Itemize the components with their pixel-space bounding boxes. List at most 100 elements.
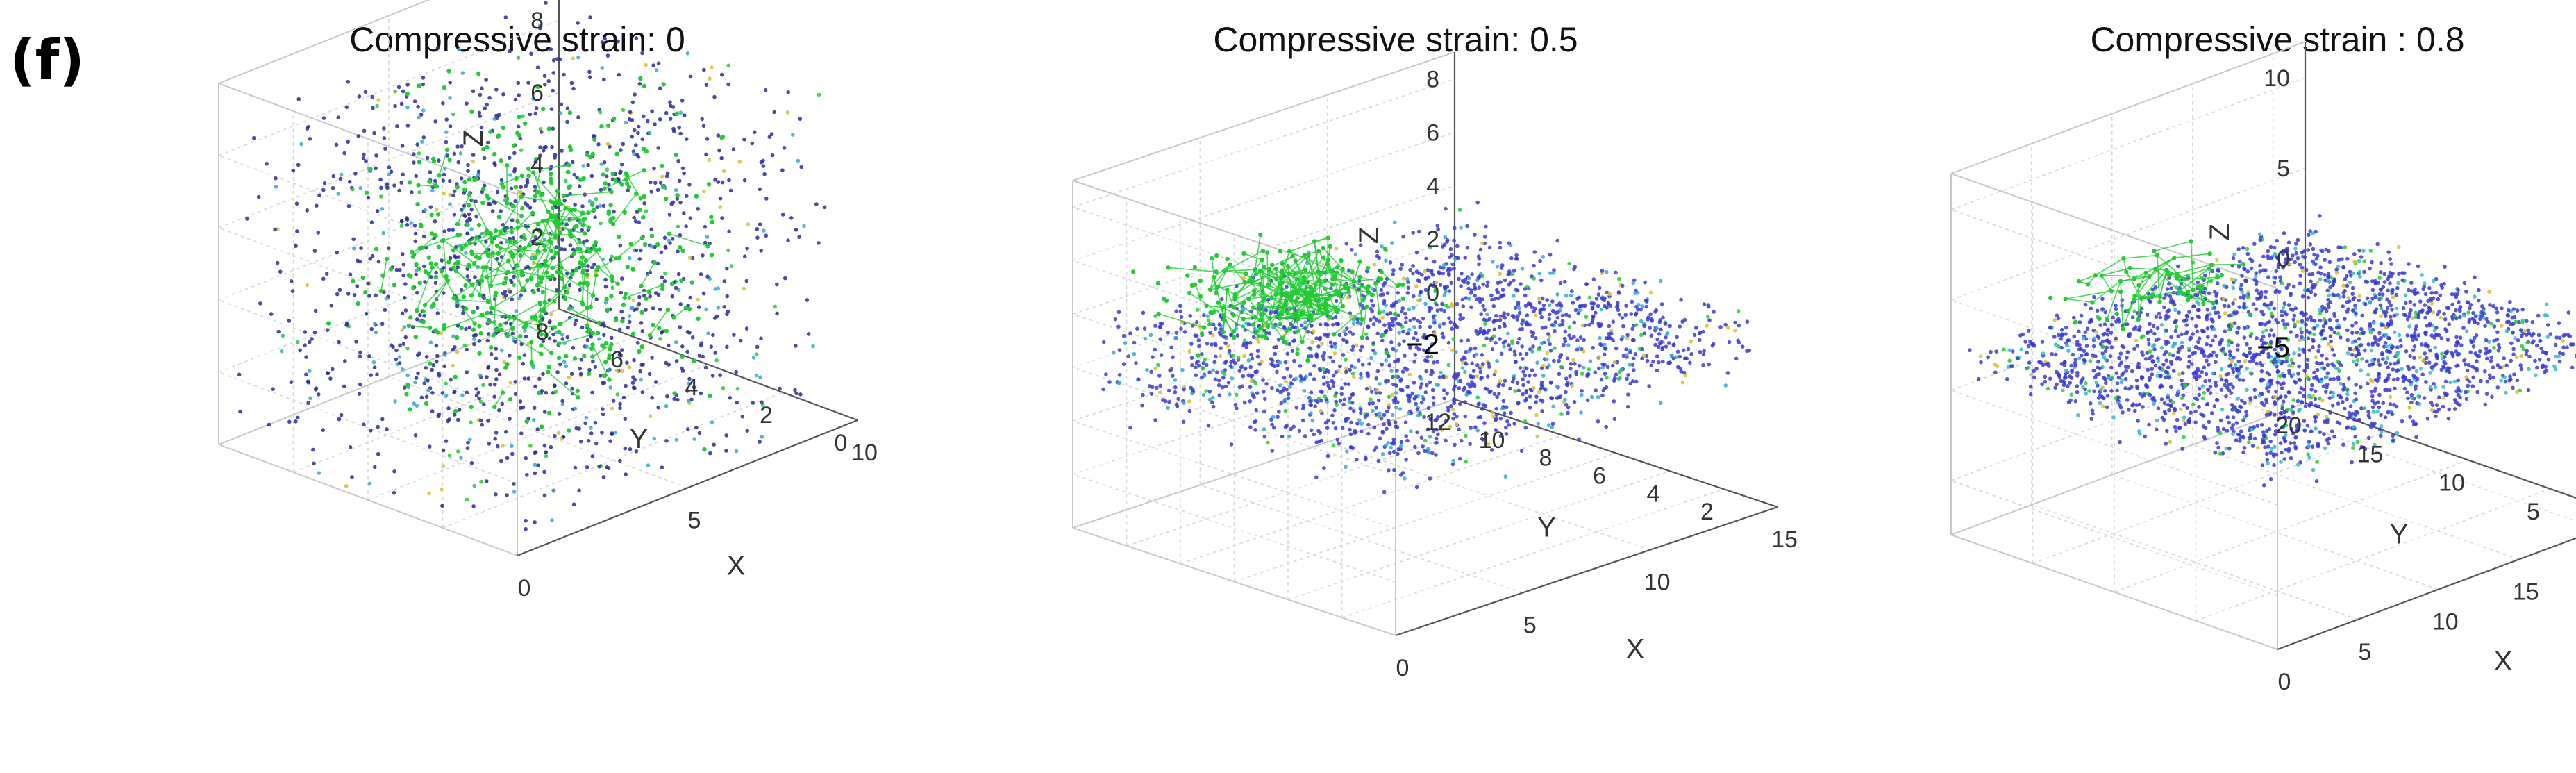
data-point (416, 371, 420, 376)
data-point (2336, 331, 2341, 336)
z-tick-label: 6 (1426, 119, 1439, 146)
network-node (548, 172, 553, 176)
network-edge (1296, 306, 1335, 333)
data-point (358, 185, 362, 190)
data-point (623, 417, 628, 421)
data-point (412, 160, 416, 165)
network-node (1231, 329, 1237, 334)
data-point (1338, 364, 1342, 369)
data-point (1647, 384, 1651, 388)
network-node (498, 322, 503, 328)
data-point (630, 381, 635, 385)
network-node (499, 327, 504, 332)
data-point (1512, 294, 1516, 298)
network-node (455, 335, 460, 340)
data-point (321, 116, 326, 120)
data-point (1282, 376, 1287, 380)
network-node (1295, 296, 1300, 301)
data-point (1226, 381, 1231, 385)
data-point (1350, 332, 1355, 336)
network-node (453, 374, 458, 379)
data-point (1319, 399, 1323, 403)
data-point (453, 413, 457, 417)
network-node (674, 152, 678, 158)
data-point (2377, 392, 2382, 397)
data-point (1553, 329, 1557, 333)
data-point (317, 193, 321, 198)
network-node (380, 273, 385, 278)
data-point (381, 231, 386, 235)
data-point (710, 374, 715, 378)
data-point (644, 63, 648, 67)
network-edge (1322, 247, 1344, 270)
data-point (1450, 326, 1454, 331)
data-point (1202, 313, 1206, 317)
data-point (1494, 428, 1498, 432)
data-point (1423, 358, 1428, 363)
data-point (1308, 399, 1312, 404)
data-point (1392, 467, 1396, 472)
grid-line (2111, 474, 2439, 590)
data-point (421, 234, 426, 239)
data-point (440, 504, 444, 508)
data-point (437, 158, 441, 163)
data-point (1446, 363, 1451, 367)
data-point (1425, 383, 1429, 388)
data-point (1576, 311, 1581, 316)
data-point (1309, 390, 1314, 394)
data-point (367, 481, 372, 486)
data-point (1489, 293, 1494, 298)
data-point (1432, 259, 1437, 264)
network-edge (1323, 264, 1328, 281)
data-point (444, 130, 449, 135)
data-point (553, 433, 557, 438)
data-point (1369, 299, 1374, 303)
data-point (621, 142, 626, 147)
data-point (1328, 355, 1332, 360)
data-point (2314, 229, 2318, 234)
data-point (1621, 283, 1625, 288)
network-node (461, 294, 466, 299)
network-node (505, 201, 510, 206)
data-point (1660, 347, 1664, 351)
data-point (1252, 379, 1256, 383)
data-point (1107, 380, 1112, 384)
data-point (745, 429, 749, 433)
network-edge (537, 208, 567, 225)
data-point (1380, 315, 1385, 320)
data-point (271, 387, 275, 391)
grid-line (1072, 260, 1396, 369)
data-point (1463, 400, 1467, 404)
data-point (445, 153, 450, 158)
data-point (441, 101, 445, 106)
data-point (618, 171, 622, 175)
network-node (467, 177, 471, 182)
data-point (1289, 374, 1293, 379)
data-point (435, 354, 440, 358)
data-point (2125, 398, 2130, 402)
data-point (401, 172, 405, 176)
network-edge (1303, 251, 1319, 283)
data-point (298, 348, 302, 353)
network-node (411, 285, 416, 290)
data-point (393, 89, 397, 94)
network-node (533, 256, 537, 260)
data-point (797, 235, 801, 240)
data-point (1325, 368, 1329, 372)
data-point (2123, 386, 2127, 390)
network-node (571, 251, 576, 256)
data-point (665, 171, 670, 176)
network-edge (1256, 317, 1271, 332)
data-point (2471, 344, 2476, 349)
data-point (308, 340, 312, 344)
data-point (2273, 245, 2277, 250)
data-point (606, 182, 611, 187)
data-point (279, 349, 284, 354)
grid-line (1287, 470, 1671, 601)
data-point (405, 373, 410, 378)
data-point (2418, 366, 2423, 371)
data-point (312, 330, 317, 335)
data-point (656, 146, 661, 150)
data-point (2100, 297, 2105, 301)
data-point (452, 151, 457, 156)
